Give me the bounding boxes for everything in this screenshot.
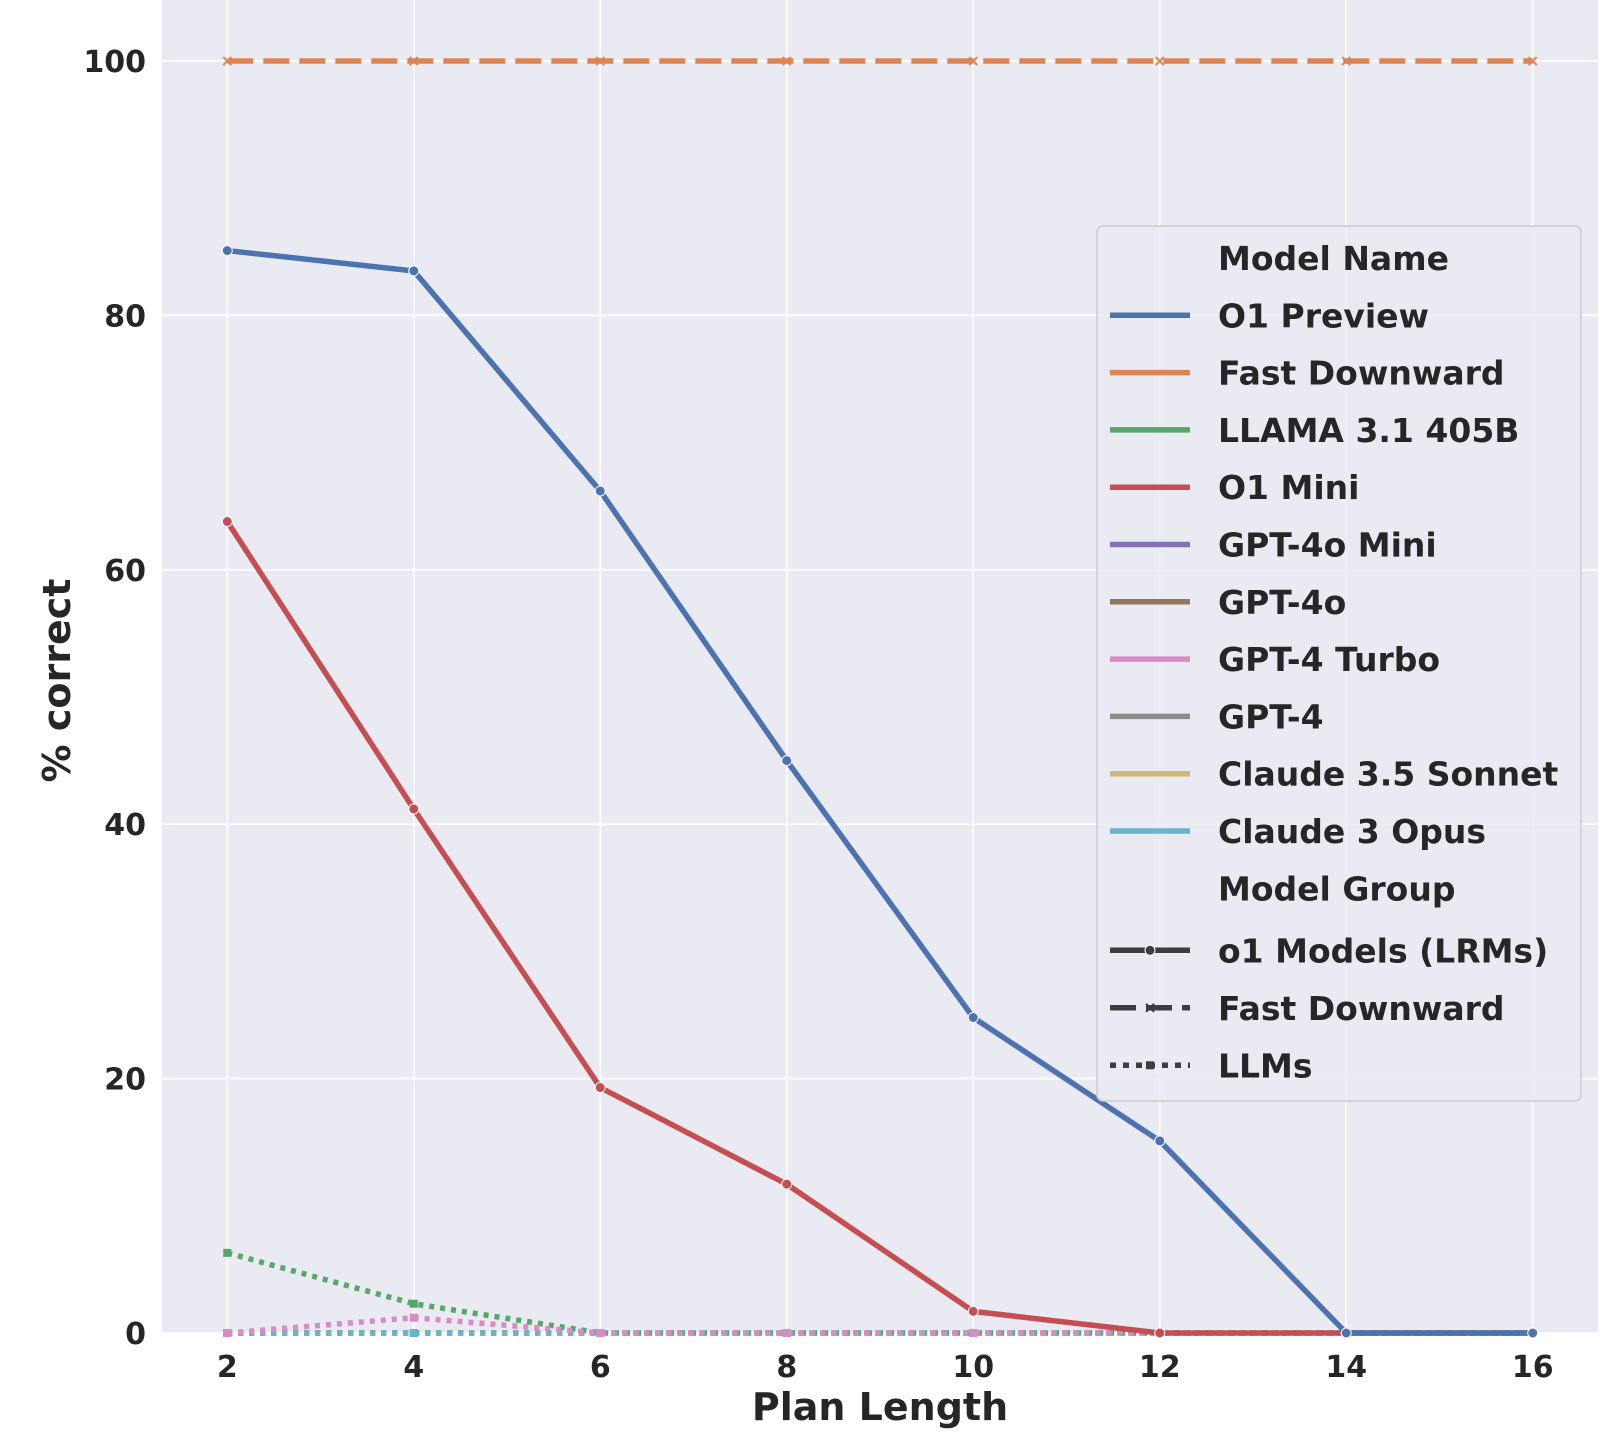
legend-marker [1146, 1061, 1154, 1070]
legend-label: Fast Downward [1218, 989, 1504, 1028]
data-point [223, 1329, 232, 1337]
legend-item-o1-models-lrms-: o1 Models (LRMs) [1110, 931, 1548, 970]
y-tick-label: 60 [104, 554, 146, 589]
data-point [782, 56, 792, 66]
data-point [408, 265, 420, 277]
legend-label: Claude 3 Opus [1218, 812, 1486, 851]
legend-item-fast-downward: Fast Downward [1110, 989, 1504, 1028]
legend-label: GPT-4o [1218, 583, 1346, 622]
data-point [1528, 56, 1538, 66]
data-point [409, 56, 419, 66]
data-point [221, 515, 233, 527]
marker-stroke [1155, 56, 1165, 66]
legend-label: O1 Mini [1218, 468, 1359, 507]
legend-box [1096, 225, 1582, 1102]
legend-label: GPT-4 Turbo [1218, 640, 1440, 679]
y-tick-label: 20 [104, 1063, 146, 1098]
series-lines [221, 56, 1539, 1339]
x-tick-label: 12 [1139, 1350, 1181, 1385]
data-point [596, 1329, 605, 1337]
y-axis-label: % correct [35, 579, 79, 783]
data-point [1155, 56, 1165, 66]
data-point [1340, 1327, 1352, 1339]
legend-item-o1-preview: O1 Preview [1110, 296, 1429, 335]
data-point [223, 1248, 232, 1257]
data-point [1154, 1135, 1166, 1147]
tick-labels: 2 4 6 8 10 12 14 16 0 20 40 60 80 100 [83, 45, 1553, 1385]
data-point [409, 1329, 418, 1337]
series-o1-mini [221, 515, 1539, 1339]
legend-label: LLAMA 3.1 405B [1218, 411, 1519, 450]
y-tick-label: 40 [104, 808, 146, 843]
x-tick-label: 8 [776, 1350, 797, 1385]
series-fast-downward [222, 56, 1538, 66]
data-point [594, 1082, 606, 1094]
x-tick-label: 16 [1512, 1350, 1554, 1385]
marker-stroke [1528, 56, 1538, 66]
data-point [1341, 56, 1351, 66]
legend-label: Fast Downward [1218, 354, 1504, 393]
legend: Model Name O1 Preview Fast Downward LLAMA 3… [1096, 225, 1582, 1102]
marker-stroke [595, 56, 605, 66]
data-point [968, 56, 978, 66]
data-point [967, 1305, 979, 1317]
legend-section-title: Model Group [1218, 869, 1455, 908]
legend-item-gpt-4-turbo: GPT-4 Turbo [1110, 640, 1440, 679]
legend-label: o1 Models (LRMs) [1218, 931, 1548, 970]
data-point [781, 1178, 793, 1190]
data-point [967, 1012, 979, 1024]
x-tick-label: 2 [217, 1350, 238, 1385]
legend-section-title: Model Name [1218, 239, 1449, 278]
marker-stroke [1341, 56, 1351, 66]
legend-label: O1 Preview [1218, 296, 1429, 335]
data-point [782, 1329, 791, 1337]
legend-item-gpt-4o: GPT-4o [1110, 583, 1346, 622]
legend-item-o1-mini: O1 Mini [1110, 468, 1359, 507]
data-point [222, 56, 232, 66]
y-tick-label: 80 [104, 299, 146, 334]
legend-item-claude-3-5-sonnet: Claude 3.5 Sonnet [1110, 755, 1559, 794]
x-tick-label: 10 [952, 1350, 994, 1385]
legend-marker [1144, 944, 1156, 956]
legend-item-llms: LLMs [1110, 1046, 1313, 1085]
data-point [1527, 1327, 1539, 1339]
series-o1-preview [221, 245, 1539, 1339]
series-line [224, 520, 1533, 1336]
x-tick-label: 4 [403, 1350, 424, 1385]
legend-label: Claude 3.5 Sonnet [1218, 755, 1559, 794]
legend-item-llama-3-1-405b: LLAMA 3.1 405B [1110, 411, 1519, 450]
x-tick-label: 14 [1325, 1350, 1367, 1385]
legend-label: GPT-4 [1218, 697, 1324, 736]
data-point [781, 755, 793, 767]
data-point [594, 485, 606, 497]
data-point [408, 803, 420, 815]
legend-item-gpt-4o-mini: GPT-4o Mini [1110, 526, 1437, 565]
legend-label: GPT-4o Mini [1218, 526, 1437, 565]
marker-stroke [1145, 1003, 1155, 1013]
data-point [595, 56, 605, 66]
data-point [1154, 1327, 1166, 1339]
marker-stroke [782, 56, 792, 66]
legend-item-claude-3-opus: Claude 3 Opus [1110, 812, 1486, 851]
marker-stroke [968, 56, 978, 66]
data-point [221, 245, 233, 257]
data-point [409, 1313, 418, 1322]
data-point [409, 1299, 418, 1308]
marker-stroke [222, 56, 232, 66]
y-tick-label: 0 [125, 1317, 146, 1352]
legend-marker [1145, 1003, 1155, 1013]
x-axis-label: Plan Length [752, 1385, 1008, 1429]
y-tick-label: 100 [83, 45, 146, 80]
data-point [969, 1329, 978, 1337]
series-line [226, 247, 1533, 1336]
legend-item-fast-downward: Fast Downward [1110, 354, 1504, 393]
marker-stroke [409, 56, 419, 66]
x-tick-label: 6 [590, 1350, 611, 1385]
legend-item-gpt-4: GPT-4 [1110, 697, 1324, 736]
legend-label: LLMs [1218, 1046, 1313, 1085]
